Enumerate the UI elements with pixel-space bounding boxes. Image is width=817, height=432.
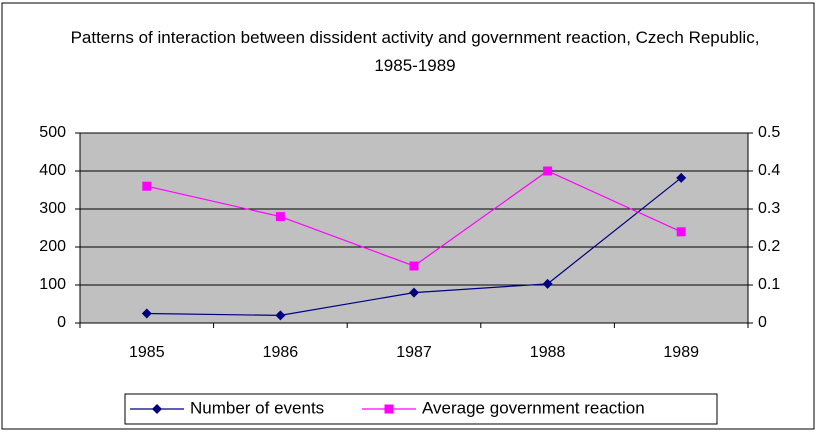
y-tick-label: 400 <box>39 162 66 179</box>
data-point <box>542 278 553 289</box>
data-point <box>275 310 286 321</box>
y2-tick-label: 0 <box>758 314 767 331</box>
data-point <box>409 287 419 298</box>
y2-tick-label: 0.1 <box>758 276 780 293</box>
data-point <box>676 227 686 237</box>
y-tick-label: 300 <box>39 200 66 217</box>
y-tick-label: 0 <box>57 314 66 331</box>
x-tick-label: 1985 <box>129 344 165 361</box>
data-point <box>676 172 687 183</box>
chart-title: Patterns of interaction between dissiden… <box>70 28 760 75</box>
data-point <box>543 166 553 176</box>
y2-tick-label: 0.5 <box>758 124 780 141</box>
data-point <box>409 261 419 271</box>
y2-tick-label: 0.2 <box>758 238 780 255</box>
y-tick-label: 500 <box>39 124 66 141</box>
legend-marker <box>152 404 162 414</box>
x-tick-label: 1986 <box>263 344 299 361</box>
y2-tick-label: 0.3 <box>758 200 780 217</box>
x-tick-label: 1988 <box>530 344 566 361</box>
data-point <box>275 212 285 222</box>
y-tick-label: 200 <box>39 238 66 255</box>
legend-label: Number of events <box>190 398 324 417</box>
legend-box <box>124 393 718 425</box>
data-point <box>142 181 152 191</box>
x-tick-label: 1989 <box>663 344 699 361</box>
y2-tick-label: 0.4 <box>758 162 780 179</box>
data-point <box>141 308 152 319</box>
legend-marker <box>384 404 394 414</box>
legend-label: Average government reaction <box>422 398 645 417</box>
x-tick-label: 1987 <box>396 344 432 361</box>
y-tick-label: 100 <box>39 276 66 293</box>
